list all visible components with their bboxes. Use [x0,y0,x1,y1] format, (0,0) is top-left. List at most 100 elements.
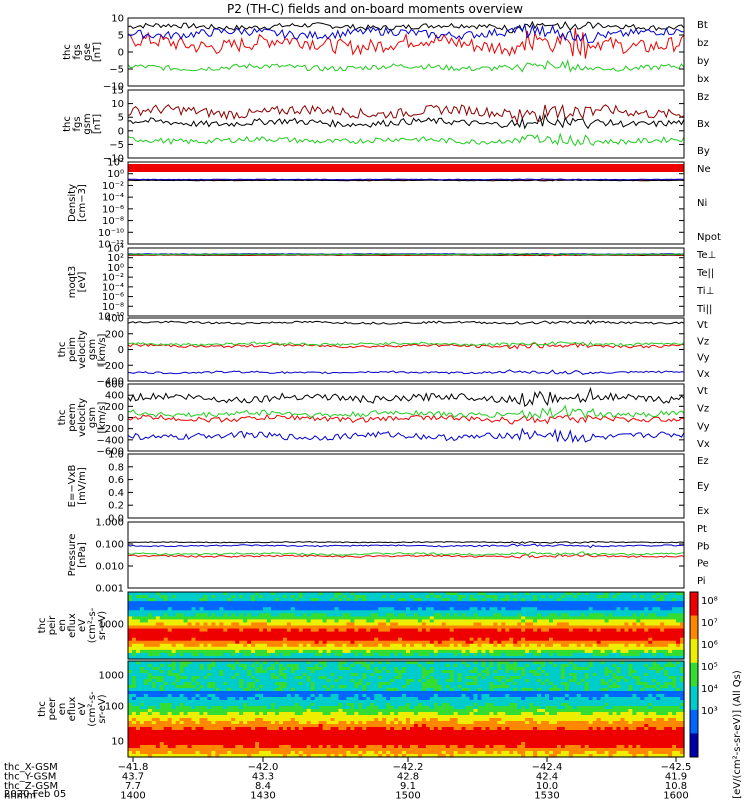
heatmap-cell [588,613,594,617]
heatmap-cell [231,622,236,627]
heatmap-cell [306,652,312,657]
heatmap-cell [473,640,479,645]
heatmap-cell [596,652,602,657]
heatmap-cell [207,634,212,639]
heatmap-cell [318,607,324,611]
heatmap-cell [481,685,487,689]
heatmap-cell [255,634,260,639]
heatmap-cell [398,670,403,674]
heatmap-cell [350,634,355,639]
heatmap-cell [282,691,288,695]
heatmap-cell [394,673,399,677]
heatmap-cell [274,694,280,698]
heatmap-cell [497,622,502,627]
heatmap-cell [461,676,467,680]
heatmap-cell [449,637,455,642]
heatmap-cell [243,628,248,633]
heatmap-cell [235,634,240,639]
heatmap-cell [552,685,558,689]
heatmap-cell [298,646,304,651]
heatmap-cell [346,652,351,657]
heatmap-cell [207,694,212,698]
heatmap-cell [203,688,209,692]
heatmap-cell [135,616,141,621]
heatmap-cell [505,619,510,624]
heatmap-cell [409,676,415,680]
heatmap-cell [453,670,459,674]
heatmap-cell [628,640,633,645]
heatmap-cell [680,649,685,654]
heatmap-cell [374,664,379,668]
heatmap-cell [155,682,161,686]
heatmap-cell [668,670,673,674]
heatmap-cell [282,649,288,654]
heatmap-cell [672,667,677,671]
heatmap-cell [612,601,618,605]
heatmap-cell [302,676,308,680]
heatmap-cell [302,610,308,614]
heatmap-cell [247,655,252,660]
heatmap-cell [556,652,562,657]
heatmap-cell [334,688,340,692]
heatmap-cell [374,676,379,680]
heatmap-cell [660,634,665,639]
heatmap-cell [676,655,681,660]
heatmap-cell [231,670,236,674]
heatmap-cell [445,667,451,671]
heatmap-cell [334,685,340,689]
heatmap-cell [676,673,681,677]
heatmap-cell [346,613,351,617]
heatmap-cell [334,598,340,602]
heatmap-cell [465,667,471,671]
heatmap-cell [267,655,272,660]
heatmap-cell [493,598,498,602]
heatmap-cell [370,613,375,617]
panel-frame [127,383,685,452]
heatmap-cell [207,649,212,654]
heatmap-cell [362,625,367,630]
heatmap-cell [334,691,340,695]
heatmap-cell [656,610,661,614]
heatmap-cell [354,655,359,660]
heatmap-cell [497,661,502,665]
heatmap-cell [354,613,359,617]
heatmap-cell [564,601,570,605]
heatmap-cell [290,652,296,657]
heatmap-cell [306,637,312,642]
heatmap-cell [640,655,645,660]
heatmap-cell [576,676,582,680]
heatmap-cell [572,643,578,648]
heatmap-cell [596,679,602,683]
heatmap-cell [413,631,419,636]
heatmap-cell [199,661,205,665]
heatmap-cell [485,640,490,645]
heatmap-cell [155,646,161,651]
heatmap-cell [572,652,578,657]
heatmap-cell [199,676,205,680]
heatmap-cell [632,667,637,671]
heatmap-cell [616,667,622,671]
heatmap-cell [159,619,165,624]
heatmap-cell [191,694,197,698]
heatmap-cell [449,682,455,686]
heatmap-cell [278,595,284,599]
heatmap-cell [390,655,395,660]
heatmap-cell [445,682,451,686]
heatmap-cell [453,607,459,611]
heatmap-cell [211,661,216,665]
heatmap-cell [350,595,355,599]
heatmap-cell [537,670,542,674]
heatmap-cell [203,676,209,680]
heatmap-cell [183,619,189,624]
heatmap-cell [159,631,165,636]
heatmap-cell [286,694,292,698]
heatmap-cell [461,694,467,698]
heatmap-cell [465,688,471,692]
heatmap-cell [159,655,165,660]
heatmap-cell [560,643,566,648]
heatmap-cell [235,661,240,665]
heatmap-cell [326,661,332,665]
heatmap-cell [449,667,455,671]
heatmap-cell [656,682,661,686]
